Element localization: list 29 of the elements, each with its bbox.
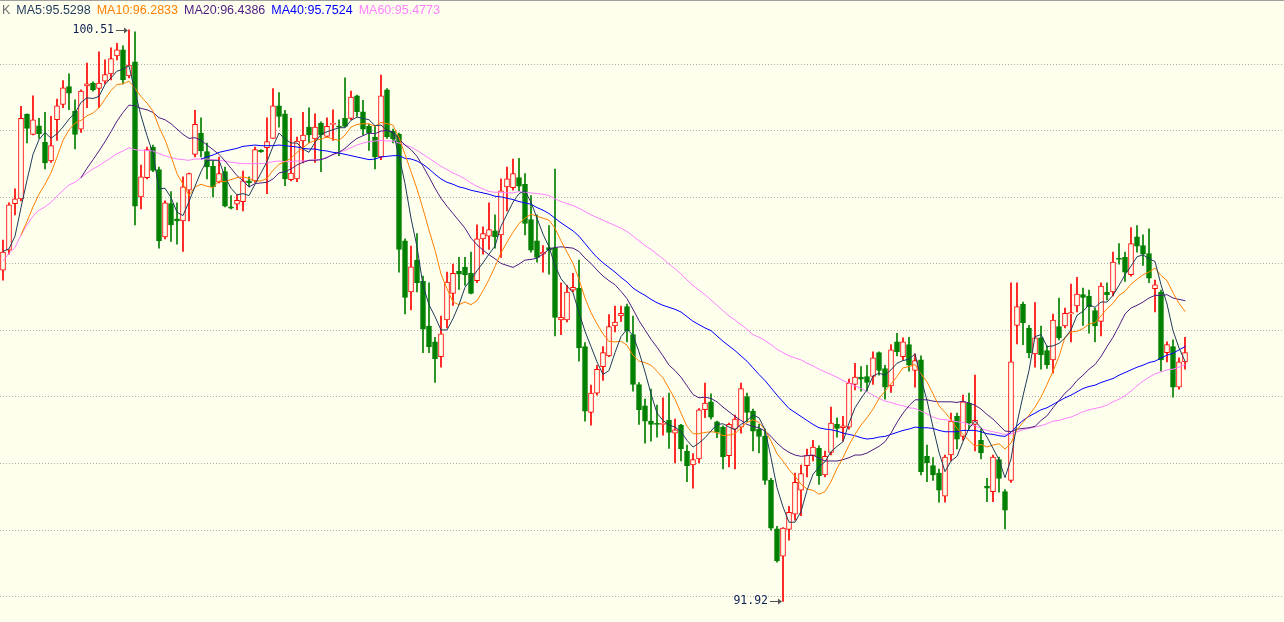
candlestick	[85, 62, 89, 109]
annotation: 100.51	[72, 22, 115, 37]
text: MA20:96.4386	[184, 3, 266, 17]
candlestick	[12, 188, 18, 216]
text: MA40:95.7524	[271, 3, 353, 17]
text: MA5:95.5298	[16, 3, 91, 17]
candlestick	[858, 366, 864, 392]
legend-title: K	[2, 3, 11, 17]
candlestick	[228, 195, 234, 210]
candlestick	[924, 444, 930, 482]
text: MA10:96.2833	[96, 3, 179, 17]
candlestick	[648, 388, 654, 442]
candlestick	[288, 118, 294, 182]
candlestick	[690, 453, 696, 489]
text: MA60:95.4773	[358, 3, 440, 17]
candlestick	[984, 477, 990, 502]
candlestick	[1068, 283, 1074, 343]
annotation: 91.92	[733, 593, 768, 608]
candlestick	[66, 73, 72, 111]
candlestick	[96, 51, 102, 109]
candlestick	[672, 418, 678, 464]
candlestick	[1080, 287, 1086, 326]
candlestick	[1116, 243, 1122, 265]
candlestick	[702, 382, 708, 419]
candlestick	[486, 202, 492, 250]
candlestick	[306, 107, 312, 143]
candlestick	[1152, 279, 1158, 313]
candlestick	[840, 416, 846, 442]
candlestick	[342, 77, 348, 128]
